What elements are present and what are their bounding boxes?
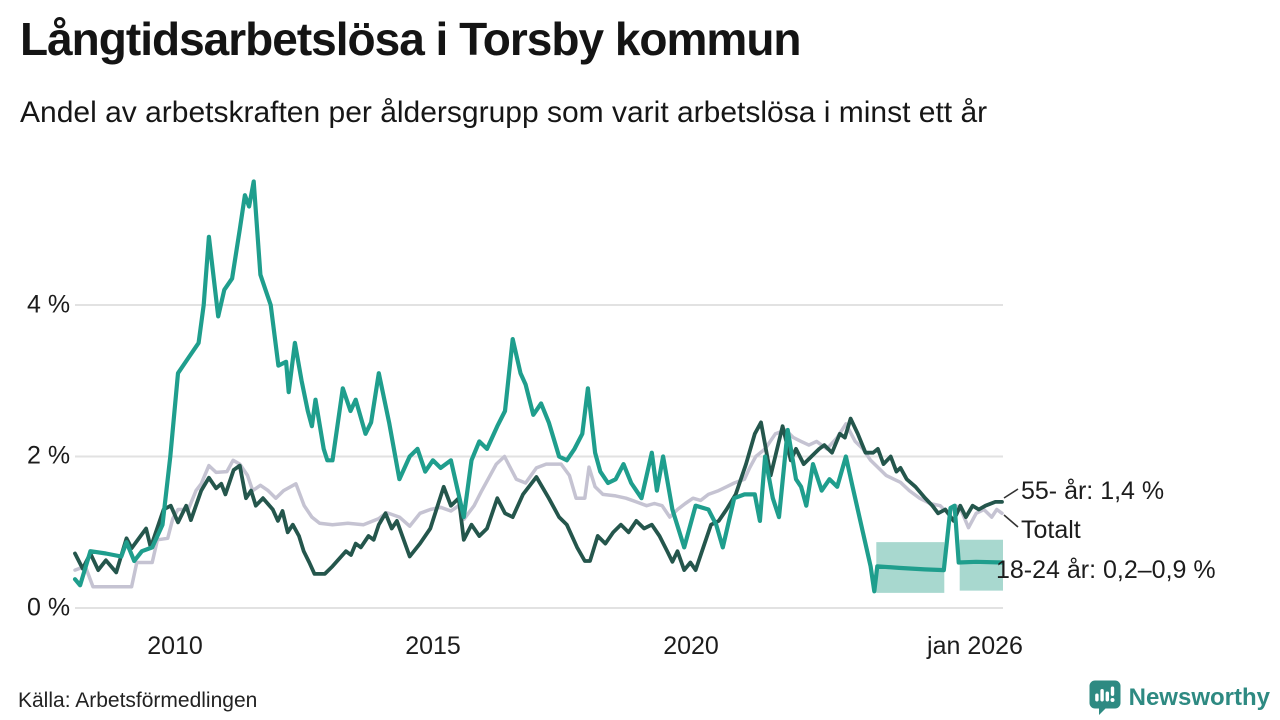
series-label-18-24: 18-24 år: 0,2–0,9 % xyxy=(996,556,1216,584)
annotation-connector xyxy=(1003,488,1019,499)
series-label-totalt: Totalt xyxy=(1021,516,1081,544)
x-axis-label-2010: 2010 xyxy=(147,632,203,660)
series-line-18-24-r xyxy=(72,179,1005,594)
newsworthy-logo-text: Newsworthy xyxy=(1128,683,1270,711)
annotation-connector xyxy=(1003,514,1019,528)
y-axis-label-0pct: 0 % xyxy=(27,593,71,622)
source-caption: Källa: Arbetsförmedlingen xyxy=(18,689,258,712)
x-axis-label-jan-2026: jan 2026 xyxy=(927,632,1023,660)
series-line-55-r xyxy=(73,416,1004,576)
series-line-totalt xyxy=(73,422,1004,589)
uncertainty-band xyxy=(876,542,945,593)
y-axis-label-4pct: 4 % xyxy=(27,290,71,319)
newsworthy-logo: Newsworthy xyxy=(1088,679,1270,716)
y-axis-label-2pct: 2 % xyxy=(27,441,71,470)
newsworthy-logo-icon xyxy=(1088,679,1122,716)
chart-subtitle: Andel av arbetskraften per åldersgrupp s… xyxy=(20,96,988,129)
x-axis-label-2020: 2020 xyxy=(663,632,719,660)
series-label-55-plus: 55- år: 1,4 % xyxy=(1021,477,1165,505)
x-axis-label-2015: 2015 xyxy=(405,632,461,660)
chart-title: Långtidsarbetslösa i Torsby kommun xyxy=(20,13,802,65)
